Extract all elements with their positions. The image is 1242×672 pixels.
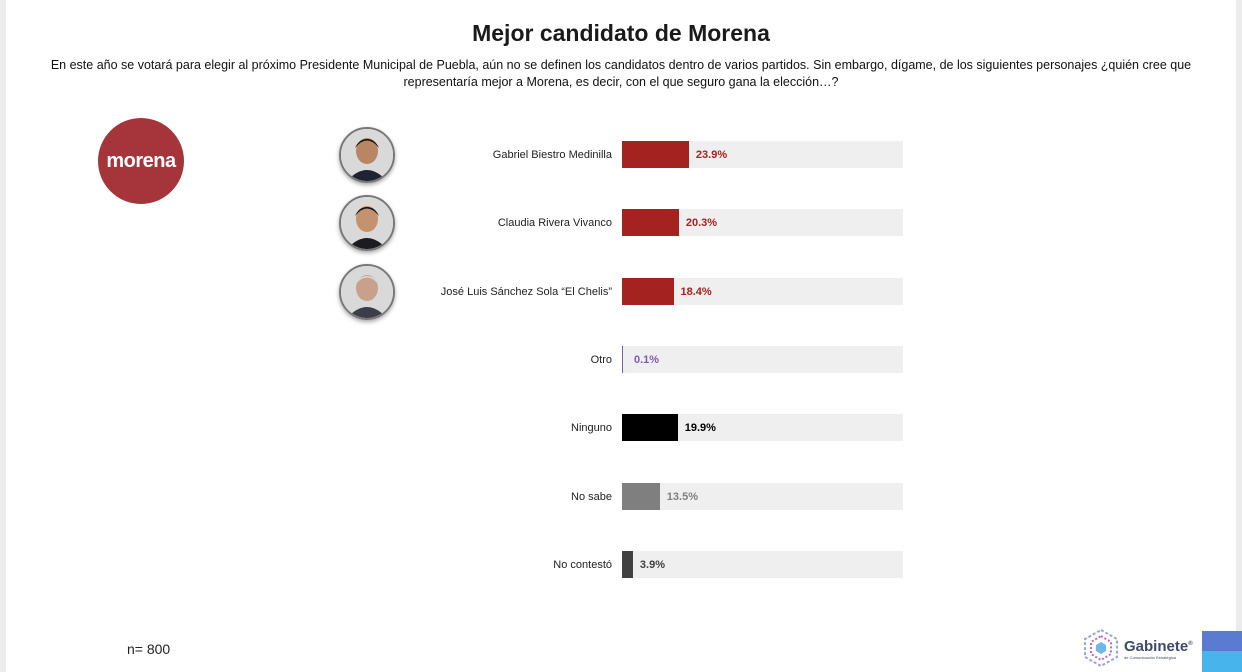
data-label: 20.3%: [685, 217, 718, 229]
bar: [622, 483, 660, 510]
category-label: Otro: [590, 354, 612, 366]
category-label: José Luis Sánchez Sola “El Chelis”: [440, 286, 612, 298]
bar: [622, 551, 633, 578]
candidate-3-photo: [339, 264, 395, 320]
gabinete-cube-icon: [1084, 628, 1118, 668]
bar: [622, 414, 678, 441]
bar-track: 18.4%: [622, 278, 903, 305]
slide: Mejor candidato de Morena En este año se…: [6, 0, 1242, 672]
brand-tagline: de Comunicación Estratégica: [1124, 655, 1177, 660]
bar-track: 20.3%: [622, 209, 903, 236]
candidate-1-photo: [339, 127, 395, 183]
bar-track: 0.1%: [622, 346, 903, 373]
category-label: No contestó: [553, 559, 612, 571]
question-text: En este año se votará para elegir al pró…: [50, 58, 1192, 89]
bar-track: 19.9%: [622, 414, 903, 441]
bar-track: 23.9%: [622, 141, 903, 168]
bar: [622, 346, 623, 373]
gabinete-logo: Gabinete® de Comunicación Estratégica: [1082, 628, 1193, 668]
candidate-2-photo: [339, 195, 395, 251]
morena-logo: morena: [98, 118, 184, 204]
chart-title: Mejor candidato de Morena: [472, 20, 770, 46]
data-label: 3.9%: [639, 559, 665, 571]
corner-block: [1202, 631, 1242, 672]
data-label: 0.1%: [634, 354, 660, 366]
bar: [622, 278, 674, 305]
sample-size: n= 800: [127, 641, 171, 657]
bar: [622, 141, 689, 168]
bar-track: 3.9%: [622, 551, 903, 578]
category-label: Gabriel Biestro Medinilla: [492, 149, 612, 161]
bar: [622, 209, 679, 236]
category-label: Ninguno: [571, 422, 612, 434]
category-label: No sabe: [571, 491, 612, 503]
data-label: 23.9%: [695, 149, 728, 161]
brand-name: Gabinete: [1124, 638, 1189, 655]
bar-track: 13.5%: [622, 483, 903, 510]
data-label: 18.4%: [680, 286, 712, 298]
data-label: 13.5%: [666, 491, 698, 503]
data-label: 19.9%: [684, 422, 716, 434]
category-label: Claudia Rivera Vivanco: [497, 217, 612, 229]
morena-logo-text: morena: [106, 149, 176, 172]
